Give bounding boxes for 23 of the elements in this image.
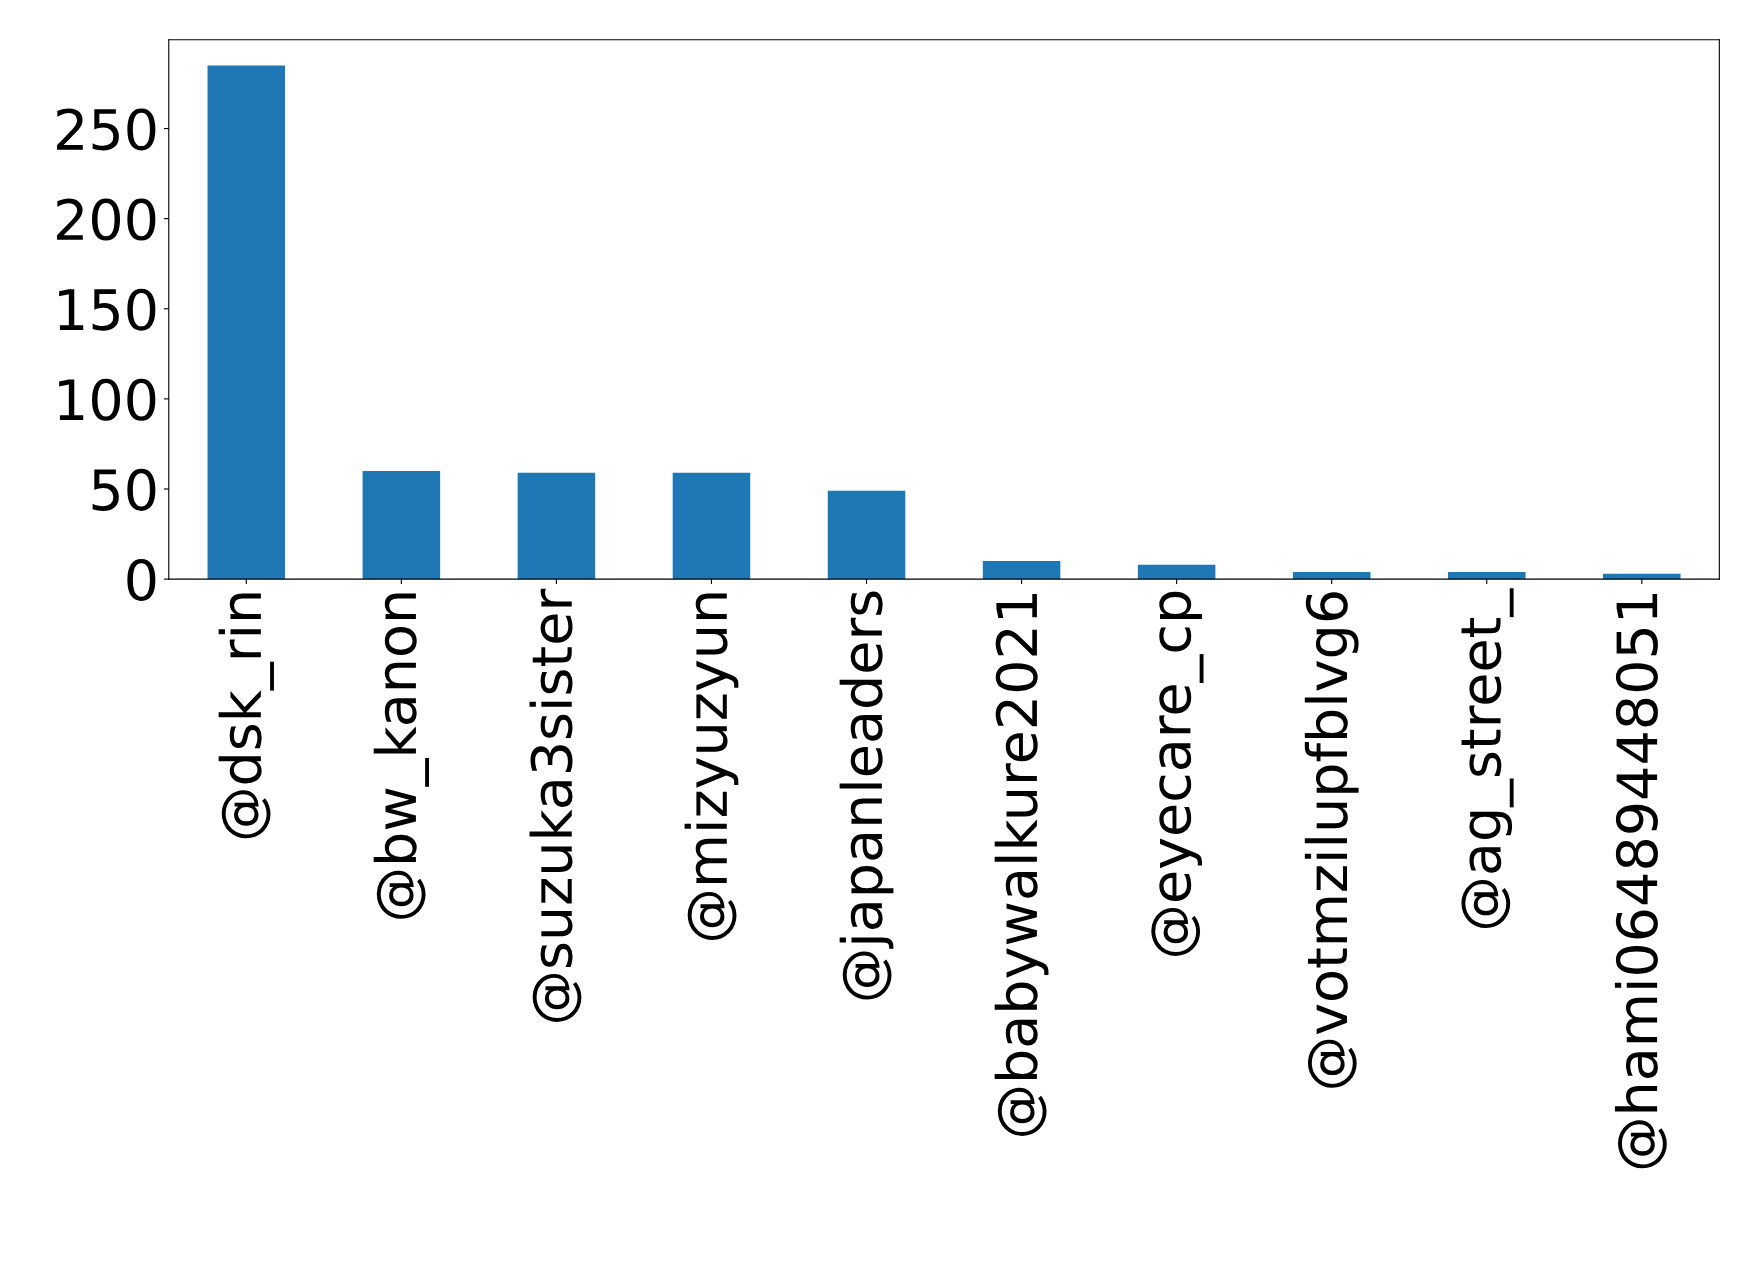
x-tick-label: @babywalkure2021 bbox=[994, 593, 1049, 1136]
bar bbox=[517, 472, 596, 580]
y-tick-label: 200 bbox=[57, 198, 156, 241]
bar bbox=[672, 472, 751, 580]
bar bbox=[362, 470, 441, 580]
x-tick-label: @votmzilupfblvg6 bbox=[1304, 592, 1359, 1088]
bar bbox=[982, 561, 1061, 580]
y-tick-label: 250 bbox=[57, 108, 156, 151]
x-tick-label: @eyecare_cp bbox=[1151, 591, 1204, 956]
x-tick-label: @ag_street_ bbox=[1461, 588, 1514, 929]
y-tick-label: 0 bbox=[127, 558, 156, 601]
y-tick-label: 100 bbox=[59, 378, 156, 421]
x-tick-label: @dsk_rin bbox=[218, 593, 274, 839]
bar bbox=[1137, 564, 1216, 580]
x-tick-label: @bw_kanon bbox=[373, 593, 430, 919]
x-tick-label: @suzuka3sister bbox=[529, 588, 582, 1022]
bar bbox=[827, 490, 906, 580]
x-tick-label: @mizyuzyun bbox=[684, 593, 739, 940]
y-tick-label: 150 bbox=[59, 288, 156, 331]
bar bbox=[207, 65, 286, 580]
x-tick-label: @hami06489448051 bbox=[1614, 593, 1667, 1169]
x-tick-label: @japanleaders bbox=[839, 591, 894, 1000]
y-tick-label: 50 bbox=[92, 468, 156, 511]
